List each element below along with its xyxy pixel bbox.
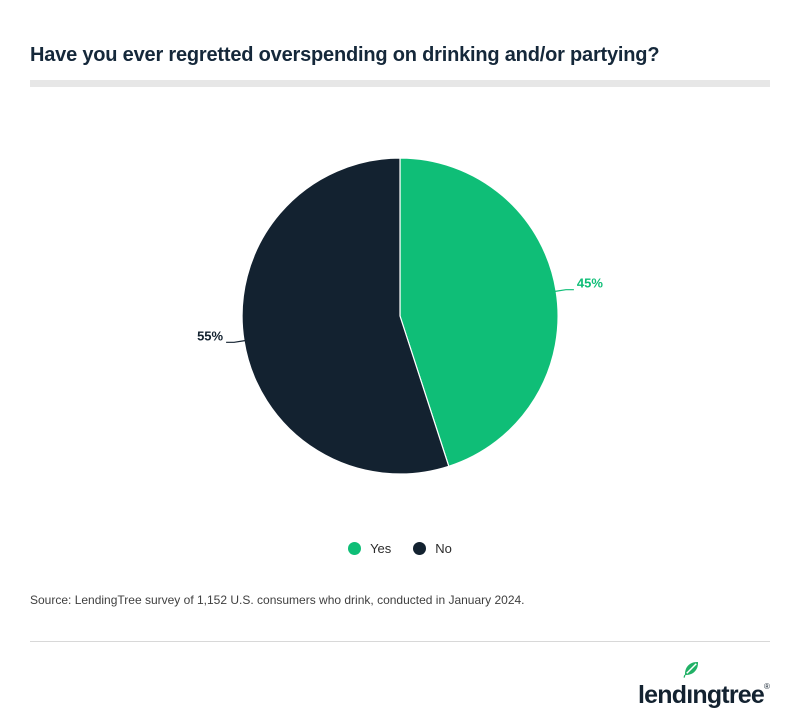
chart-title: Have you ever regretted overspending on … <box>30 44 660 66</box>
title-accent-bar <box>30 80 770 87</box>
legend-swatch-no <box>413 541 427 555</box>
legend-item-no: No <box>413 541 452 556</box>
logo-text-pre: lend <box>638 681 687 709</box>
logo-text-post: ngtree <box>692 681 764 709</box>
source-attribution: Source: LendingTree survey of 1,152 U.S.… <box>30 593 525 607</box>
legend-swatch-yes <box>348 541 362 555</box>
logo-wordmark: lendıngtree® <box>638 683 770 708</box>
chart-legend: Yes No <box>0 538 800 558</box>
pie-value-label-yes: 45% <box>577 276 603 291</box>
pie-label-leader-yes <box>555 289 574 292</box>
pie-chart: 45% 55% <box>197 157 603 475</box>
legend-label-no: No <box>435 540 452 556</box>
logo-text-i: ı <box>686 681 693 709</box>
registered-mark: ® <box>763 682 770 691</box>
lendingtree-logo: lendıngtree® <box>638 658 770 708</box>
leaf-icon <box>683 662 698 678</box>
pie-label-leader-no <box>226 340 245 343</box>
footer-divider <box>30 641 770 642</box>
legend-label-yes: Yes <box>370 540 392 556</box>
legend-item-yes: Yes <box>348 541 391 556</box>
pie-value-label-no: 55% <box>197 328 223 343</box>
